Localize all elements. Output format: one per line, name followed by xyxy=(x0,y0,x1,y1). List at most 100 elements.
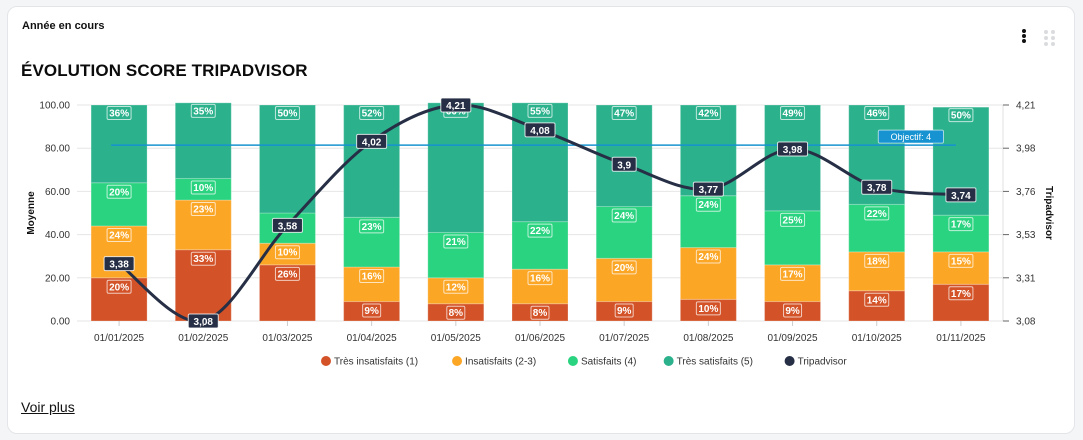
segment-label-text: 22% xyxy=(530,226,550,237)
segment-label: 24% xyxy=(695,197,721,212)
segment-label-text: 47% xyxy=(614,109,634,120)
drag-handle-icon[interactable] xyxy=(1044,30,1056,46)
segment-label-text: 50% xyxy=(277,109,297,120)
line-point-label-bg xyxy=(777,141,809,157)
segment-label-bg xyxy=(864,253,890,268)
bars xyxy=(90,102,990,322)
segment-label-bg xyxy=(274,266,300,281)
segment-label-text: 46% xyxy=(867,109,887,120)
segment-label: 9% xyxy=(783,303,803,318)
y-tick-label: 60.00 xyxy=(45,187,70,198)
segment-label: 22% xyxy=(527,223,553,238)
segment-label: 15% xyxy=(948,253,974,268)
line-point-label: 3,77 xyxy=(692,181,724,197)
segment-label: 9% xyxy=(362,303,382,318)
line-point-label-bg xyxy=(440,97,472,113)
segment-label-text: 35% xyxy=(193,106,213,117)
legend-item[interactable]: Insatisfaits (2-3) xyxy=(452,356,536,368)
segment-label: 49% xyxy=(780,106,806,120)
legend-marker xyxy=(452,356,463,366)
segment-label-text: 10% xyxy=(277,248,297,259)
y-axis-title: Moyenne xyxy=(26,191,37,235)
y-tick-label: 80.00 xyxy=(45,144,70,155)
segment-label-text: 17% xyxy=(783,269,803,280)
segment-label-bg xyxy=(948,108,974,123)
segment-label-text: 36% xyxy=(109,109,129,120)
segment-label: 46% xyxy=(864,106,890,120)
segment-label-bg xyxy=(695,106,721,120)
bar-segment-tres_satisfaits xyxy=(427,102,485,233)
segment-label: 12% xyxy=(443,279,469,294)
line-point-label: 3,9 xyxy=(611,156,637,172)
segment-label: 24% xyxy=(106,227,132,242)
legend-item[interactable]: Très satisfaits (5) xyxy=(663,356,753,368)
segment-label-bg xyxy=(359,219,385,234)
period-label: Année en cours xyxy=(22,20,105,32)
segment-label: 50% xyxy=(274,106,300,120)
segment-label: 25% xyxy=(780,212,806,227)
segment-label-bg xyxy=(864,106,890,120)
segment-label-text: 52% xyxy=(362,109,382,120)
y2-tick-label: 3,08 xyxy=(1016,317,1036,328)
segment-label-bg xyxy=(190,180,216,195)
segment-label-text: 17% xyxy=(951,220,971,231)
segment-label-bg xyxy=(274,245,300,260)
segment-label-bg xyxy=(614,303,634,318)
segment-label: 17% xyxy=(780,266,806,281)
segment-label-text: 21% xyxy=(446,237,466,248)
segment-label: 8% xyxy=(530,305,550,320)
legend-marker xyxy=(663,356,674,366)
segment-label: 23% xyxy=(190,202,216,217)
segment-label-bg xyxy=(443,234,469,249)
legend-label: Satisfaits (4) xyxy=(581,357,637,368)
segment-label: 52% xyxy=(359,106,385,120)
segment-label-bg xyxy=(780,266,806,281)
segment-label-text: 20% xyxy=(109,187,129,198)
see-more-link[interactable]: Voir plus xyxy=(21,399,75,415)
segment-label: 47% xyxy=(611,106,637,120)
segment-label-text: 24% xyxy=(614,211,634,222)
segment-label: 17% xyxy=(948,217,974,232)
segment-label-bg xyxy=(695,197,721,212)
kebab-menu-icon[interactable] xyxy=(1020,29,1028,45)
line-point-label: 3,58 xyxy=(271,217,303,233)
segment-label-text: 33% xyxy=(193,254,213,265)
legend-item[interactable]: Tripadvisor xyxy=(784,356,848,368)
legend-marker xyxy=(321,356,331,366)
segment-label: 55% xyxy=(527,103,553,118)
segment-label-bg xyxy=(611,208,637,223)
segment-label-text: 17% xyxy=(951,289,971,300)
line-point-label: 3,74 xyxy=(945,187,977,203)
segment-label-bg xyxy=(106,279,132,294)
segment-label-bg xyxy=(783,303,803,318)
segment-label: 50% xyxy=(948,108,974,123)
segment-label: 14% xyxy=(864,292,890,307)
segment-label: 33% xyxy=(190,251,216,266)
line-point-label-text: 3,78 xyxy=(867,183,887,194)
legend-label: Très satisfaits (5) xyxy=(677,357,753,368)
segment-label: 35% xyxy=(190,103,216,118)
segment-label: 20% xyxy=(106,279,132,294)
segment-label-text: 42% xyxy=(698,109,718,120)
bar-segment-tres_satisfaits xyxy=(343,104,401,218)
legend-marker xyxy=(567,356,578,366)
segment-label-text: 20% xyxy=(614,263,634,274)
line-point-label-text: 3,38 xyxy=(109,260,129,271)
line-point-label: 4,08 xyxy=(524,122,556,138)
x-tick-label: 01/04/2025 xyxy=(347,333,397,344)
legend-item[interactable]: Satisfaits (4) xyxy=(567,356,637,368)
y2-tick-label: 3,31 xyxy=(1016,273,1036,284)
segment-label: 20% xyxy=(611,260,637,275)
segment-label-bg xyxy=(948,217,974,232)
y-tick-label: 0.00 xyxy=(51,317,71,328)
segment-label-text: 24% xyxy=(109,230,129,241)
segment-label: 16% xyxy=(527,271,553,286)
y2-tick-label: 3,53 xyxy=(1016,230,1036,241)
legend-item[interactable]: Très insatisfaits (1) xyxy=(321,356,418,368)
y2-tick-label: 4,21 xyxy=(1016,101,1036,112)
x-tick-label: 01/01/2025 xyxy=(94,333,144,344)
segment-label: 18% xyxy=(864,253,890,268)
line-point-label-text: 3,9 xyxy=(617,160,631,171)
objective-line: Objectif: 4 xyxy=(111,129,956,146)
segment-label-bg xyxy=(864,206,890,221)
